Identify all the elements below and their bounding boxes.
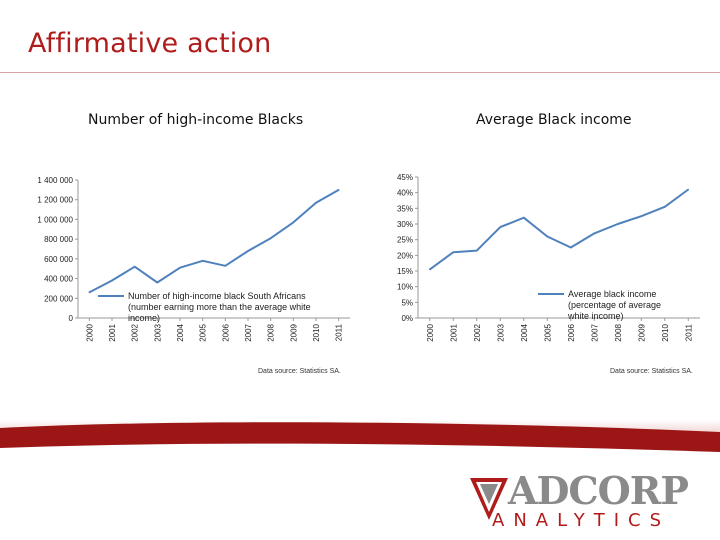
logo-tagline: ANALYTICS <box>492 510 671 531</box>
data-source-right: Data source: Statistics SA. <box>610 368 693 375</box>
y-tick-label: 400 000 <box>44 275 73 284</box>
y-tick-label: 800 000 <box>44 235 73 244</box>
y-tick-label: 10% <box>397 283 413 292</box>
data-point <box>640 215 643 217</box>
data-point <box>292 221 295 224</box>
data-point <box>522 216 525 219</box>
y-tick-label: 1 000 000 <box>37 215 73 224</box>
y-tick-label: 30% <box>397 220 413 229</box>
data-point <box>201 260 204 262</box>
y-tick-label: 5% <box>401 298 413 307</box>
x-tick-label: 2008 <box>267 323 276 341</box>
x-tick-label: 2003 <box>153 323 162 341</box>
y-tick-label: 1 400 000 <box>37 176 73 185</box>
data-point <box>156 281 159 284</box>
chart-title-average-income: Average Black income <box>476 112 632 128</box>
y-tick-label: 0 <box>69 314 74 323</box>
x-tick-label: 2000 <box>85 323 94 341</box>
series-line <box>88 189 340 294</box>
logo-mark-icon <box>470 478 508 520</box>
data-point <box>224 264 227 267</box>
data-point <box>337 189 340 191</box>
x-tick-label: 2009 <box>289 323 298 341</box>
y-tick-label: 15% <box>397 267 413 276</box>
data-point <box>111 279 113 282</box>
footer-base <box>0 458 720 540</box>
x-tick-label: 2006 <box>221 323 230 341</box>
x-tick-label: 2007 <box>590 323 599 341</box>
x-tick-label: 2002 <box>131 323 140 341</box>
y-tick-label: 25% <box>397 236 413 245</box>
x-tick-label: 2007 <box>244 323 253 341</box>
x-tick-label: 2010 <box>312 323 321 341</box>
data-point <box>247 250 249 252</box>
x-tick-label: 2011 <box>335 323 344 341</box>
x-tick-label: 2010 <box>661 323 670 341</box>
y-tick-label: 0% <box>401 314 413 323</box>
x-tick-label: 2011 <box>684 323 693 341</box>
chart-average-income: 0% 5% 10% 15% 20% 25% 30% 35% 40% 45% 2000 2001 2002… <box>397 173 700 342</box>
data-point <box>569 246 572 249</box>
data-point <box>499 226 502 228</box>
y-tick-label: 600 000 <box>44 255 73 264</box>
x-tick-label: 2005 <box>543 323 552 341</box>
data-point <box>475 249 478 252</box>
data-point <box>179 266 181 269</box>
y-tick-label: 200 000 <box>44 294 73 303</box>
x-tick-label: 2004 <box>520 323 529 341</box>
y-tick-label: 35% <box>397 204 413 213</box>
x-tick-label: 2002 <box>473 323 482 341</box>
legend-label: Number of high-income black South Africa… <box>128 291 311 323</box>
title-divider <box>0 72 720 73</box>
x-tick-label: 2009 <box>637 323 646 341</box>
x-tick-label: 2000 <box>426 323 435 341</box>
chart-title-high-income: Number of high-income Blacks <box>88 112 304 128</box>
x-tick-label: 2008 <box>614 323 623 341</box>
x-tick-label: 2006 <box>567 323 576 341</box>
x-tick-label: 2001 <box>449 323 458 341</box>
data-point <box>133 265 136 268</box>
series-line <box>429 188 689 271</box>
x-tick-label: 2005 <box>199 323 208 341</box>
y-tick-label: 45% <box>397 173 413 182</box>
x-tick-label: 2003 <box>496 323 505 341</box>
chart-high-income: 0 200 000 400 000 600 000 800 000 1 000 000 1 … <box>37 176 350 342</box>
legend-label: Average black income (percentage of avera… <box>567 289 661 321</box>
data-point <box>687 188 690 191</box>
y-tick-label: 1 200 000 <box>37 196 73 205</box>
slide-title: Affirmative action <box>28 28 272 59</box>
data-point <box>593 232 596 235</box>
data-point <box>452 251 455 253</box>
logo-wordmark: ADCORP <box>508 468 689 513</box>
x-tick-label: 2001 <box>108 323 117 341</box>
data-point <box>315 201 317 204</box>
y-tick-label: 20% <box>397 251 413 260</box>
data-point <box>88 291 91 294</box>
data-point <box>663 205 666 208</box>
y-tick-label: 40% <box>397 189 413 198</box>
x-tick-label: 2004 <box>176 323 185 341</box>
data-point <box>269 237 272 239</box>
data-point <box>428 268 431 271</box>
data-point <box>546 235 549 238</box>
adcorp-logo: ADCORP ANALYTICS <box>468 466 718 536</box>
data-source-left: Data source: Statistics SA. <box>258 368 341 375</box>
data-point <box>616 223 619 225</box>
